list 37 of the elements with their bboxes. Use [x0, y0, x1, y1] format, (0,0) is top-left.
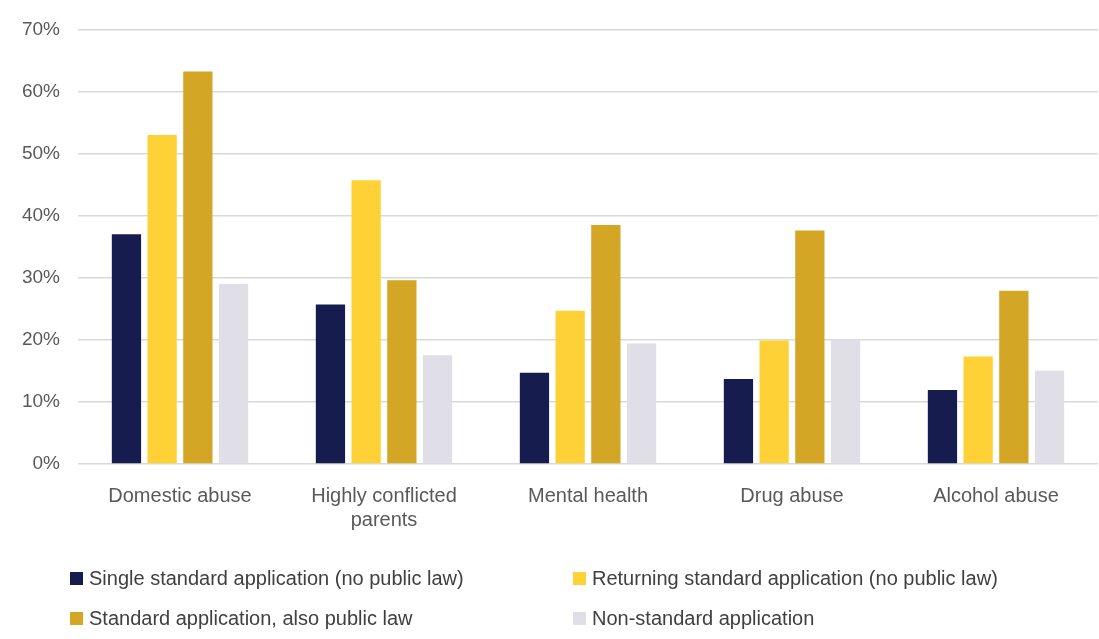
legend-label: Single standard application (no public law): [89, 566, 464, 590]
bar: [555, 310, 585, 464]
y-tick-label: 70%: [21, 17, 61, 39]
legend-label: Non-standard application: [592, 606, 815, 630]
bar: [422, 355, 453, 464]
legend-label: Returning standard application (no public law): [592, 566, 998, 590]
bar: [795, 230, 825, 464]
bar: [315, 304, 346, 464]
bar: [591, 224, 621, 464]
bar: [1034, 370, 1065, 464]
bar: [147, 134, 177, 464]
x-tick-label: Drug abuse: [740, 483, 844, 506]
bar: [351, 180, 381, 464]
x-tick-label: Alcohol abuse: [933, 483, 1059, 506]
y-tick-label: 50%: [21, 141, 61, 163]
bar: [183, 71, 213, 464]
bar: [927, 390, 958, 464]
bar: [723, 378, 754, 464]
bar: [387, 280, 417, 464]
y-tick-label: 60%: [21, 79, 61, 101]
x-tick-label: Domestic abuse: [108, 483, 252, 506]
legend-label: Standard application, also public law: [89, 606, 413, 630]
x-tick-label: Highly conflicted parents: [311, 483, 457, 530]
bar: [111, 234, 142, 464]
bar: [999, 290, 1029, 464]
bar: [759, 340, 789, 464]
x-tick-label: Mental health: [527, 483, 649, 506]
y-tick-label: 10%: [21, 390, 61, 412]
bar: [218, 283, 249, 464]
bar: [626, 343, 657, 464]
y-tick-label: 20%: [21, 328, 61, 350]
bar: [830, 339, 861, 464]
y-tick-label: 30%: [21, 265, 61, 287]
y-tick-label: 40%: [21, 203, 61, 225]
bar: [519, 372, 550, 464]
bar: [963, 356, 993, 464]
y-tick-label: 0%: [32, 452, 61, 474]
